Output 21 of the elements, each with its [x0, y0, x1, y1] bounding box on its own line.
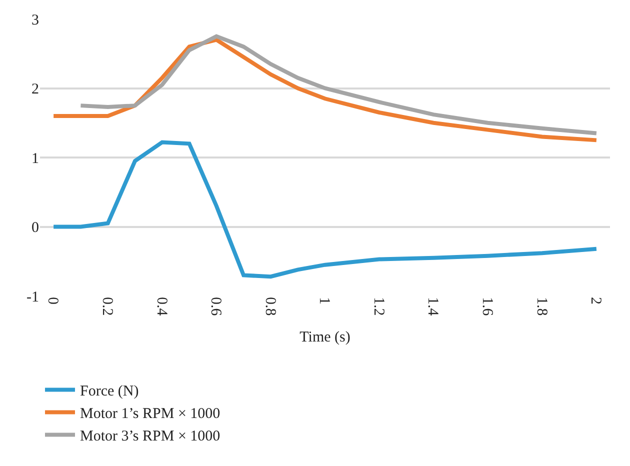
- x-tick-label: 1.4: [424, 297, 441, 316]
- x-tick-label: 0.2: [98, 297, 115, 316]
- legend-label: Motor 1’s RPM × 1000: [80, 406, 220, 422]
- line-series: [52, 140, 598, 279]
- x-tick-label: 0.4: [153, 297, 170, 316]
- x-tick-label: 1: [316, 297, 332, 304]
- y-tick-label: 1: [32, 150, 39, 167]
- x-axis-title: Time (s): [300, 329, 350, 346]
- x-tick-label: 1.6: [478, 297, 495, 316]
- y-tick-label: 0: [32, 220, 39, 236]
- x-tick-label: 0.6: [208, 297, 224, 316]
- x-tick-label: 1.2: [370, 297, 386, 316]
- y-tick-label: 3: [32, 12, 39, 28]
- y-tick-label: 2: [32, 82, 39, 98]
- y-tick-label: -1: [26, 289, 39, 306]
- legend-label: Force (N): [80, 384, 139, 400]
- x-tick-label: 0.8: [262, 297, 278, 316]
- x-tick-label: 2: [588, 297, 604, 304]
- x-tick-label: 0: [44, 297, 61, 304]
- x-tick-label: 1.8: [533, 297, 550, 316]
- legend-label: Motor 3’s RPM × 1000: [80, 428, 220, 445]
